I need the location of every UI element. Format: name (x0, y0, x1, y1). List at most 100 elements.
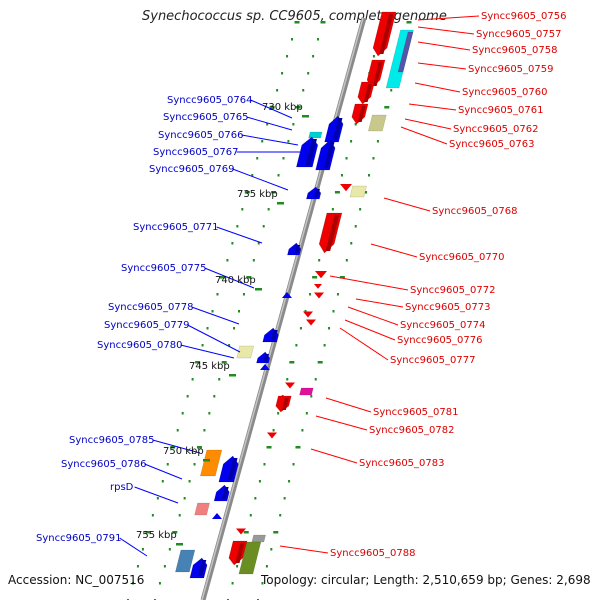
gene-label-reverse[interactable]: Syncc9605_0763 (449, 139, 535, 150)
gene-0788-box[interactable] (251, 534, 266, 543)
gene-0771-arrow[interactable] (287, 242, 302, 256)
gene-0786-arrow-shade (227, 458, 238, 480)
gene-0782-arrow[interactable] (274, 395, 292, 413)
gene-0786-arrow[interactable] (218, 455, 240, 483)
gene-0781-box[interactable] (299, 387, 314, 396)
gene-label-forward[interactable]: Syncc9605_0767 (153, 147, 239, 158)
gene-0791-box[interactable] (175, 549, 196, 573)
tick-mark (262, 225, 265, 228)
tick-mark (166, 463, 169, 466)
gene-label-forward[interactable]: Syncc9605_0775 (121, 263, 207, 274)
gene-0763-arrow[interactable] (350, 103, 369, 125)
gene-0782-arrow-shade (281, 398, 289, 410)
rpsD-box[interactable] (194, 502, 210, 516)
gene-label-reverse[interactable]: Syncc9605_0761 (458, 105, 544, 116)
gene-label-reverse[interactable]: Syncc9605_0762 (453, 124, 539, 135)
gene-0777-arrow[interactable] (306, 319, 316, 326)
gene-label-reverse[interactable]: Syncc9605_0777 (390, 355, 476, 366)
gene-0764-arrow[interactable] (324, 115, 345, 143)
gene-0768-box[interactable] (349, 185, 367, 198)
gene-0783-arrow[interactable] (267, 432, 277, 439)
gene-0788-green[interactable] (238, 541, 262, 575)
gene-label-reverse[interactable]: Syncc9605_0783 (359, 458, 445, 469)
gene-label-reverse[interactable]: Syncc9605_0781 (373, 407, 459, 418)
gene-0769-arrow[interactable] (306, 186, 322, 200)
leader-line-forward (180, 344, 235, 359)
gene-0770-arrow[interactable] (317, 212, 343, 254)
gene-label-forward[interactable]: Syncc9605_0765 (163, 112, 249, 123)
rpsD-small-arrow[interactable] (212, 513, 222, 519)
gene-label-forward[interactable]: rpsD (110, 482, 134, 493)
leader-line-reverse (408, 103, 457, 111)
gene-label-reverse[interactable]: Syncc9605_0757 (476, 29, 562, 40)
tick-mark (256, 157, 259, 160)
gene-label-forward[interactable]: Syncc9605_0786 (61, 459, 147, 470)
topology-text: Topology: circular; Length: 2,510,659 bp… (261, 573, 591, 587)
gene-0788-arrow[interactable] (227, 540, 248, 566)
gene-0759-arrow[interactable] (365, 59, 386, 89)
gene-0758-inner[interactable] (397, 31, 414, 73)
gene-label-forward[interactable]: Syncc9605_0779 (104, 320, 190, 331)
leader-line-forward (119, 537, 148, 557)
gene-label-reverse[interactable]: Syncc9605_0756 (481, 11, 567, 22)
tick-mark (323, 344, 326, 347)
gene-label-reverse[interactable]: Syncc9605_0773 (405, 302, 491, 313)
gene-0785-box[interactable] (200, 449, 223, 477)
gene-0766-arrow[interactable] (296, 136, 319, 168)
gene-0773-arrow[interactable] (314, 284, 322, 289)
gene-label-forward[interactable]: Syncc9605_0764 (167, 95, 253, 106)
gene-label-forward[interactable]: Syncc9605_0791 (36, 533, 122, 544)
tick-mark (345, 259, 348, 262)
gene-label-forward[interactable]: Syncc9605_0780 (97, 340, 183, 351)
gene-0779-box[interactable] (236, 345, 255, 359)
gene-0756-arrow[interactable] (371, 11, 397, 57)
tick-mark (242, 293, 245, 296)
gene-label-reverse[interactable]: Syncc9605_0759 (468, 64, 554, 75)
gene-label-reverse[interactable]: Syncc9605_0782 (369, 425, 455, 436)
gene-0767-arrow[interactable] (315, 139, 337, 171)
gene-label-reverse[interactable]: Syncc9605_0770 (419, 252, 505, 263)
gene-0772-arrow[interactable] (315, 271, 327, 279)
tick-mark (390, 89, 393, 92)
tick-mark (145, 531, 151, 534)
gene-0774-arrow[interactable] (314, 292, 324, 299)
leader-line-reverse (414, 82, 461, 93)
gene-label-reverse[interactable]: Syncc9605_0760 (462, 87, 548, 98)
leader-line-forward (232, 168, 289, 191)
gene-label-forward[interactable]: Syncc9605_0766 (158, 130, 244, 141)
gene-0769-arrow-shape[interactable] (306, 186, 322, 200)
leader-line-forward (204, 267, 255, 289)
gene-0780-arrow[interactable] (256, 351, 271, 364)
gene-label-reverse[interactable]: Syncc9605_0788 (330, 548, 416, 559)
gene-label-reverse[interactable]: Syncc9605_0768 (432, 206, 518, 217)
tick-mark (310, 395, 313, 398)
tick-mark (332, 310, 335, 313)
gene-0780b-arrow[interactable] (260, 364, 270, 370)
gene-0775-arrow[interactable] (282, 292, 292, 298)
gene-label-forward[interactable]: Syncc9605_0785 (69, 435, 155, 446)
tick-mark (295, 344, 298, 347)
tick-mark (191, 378, 194, 381)
tick-mark (211, 310, 214, 313)
tick-mark (271, 191, 277, 194)
gene-label-forward[interactable]: Syncc9605_0769 (149, 164, 235, 175)
rpsD-arrow[interactable] (213, 484, 231, 502)
gene-label-reverse[interactable]: Syncc9605_0758 (472, 45, 558, 56)
gene-0788-arrow-a[interactable] (236, 528, 246, 535)
gene-0778-arrow[interactable] (262, 327, 280, 343)
gene-0776-arrow[interactable] (303, 311, 313, 318)
gene-label-forward[interactable]: Syncc9605_0771 (133, 222, 219, 233)
gene-0766-cyan[interactable] (308, 131, 323, 139)
gene-0791-arrow[interactable] (189, 557, 209, 579)
gene-0768-arrow[interactable] (340, 184, 352, 192)
gene-0761-arrow[interactable] (356, 81, 375, 105)
gene-label-reverse[interactable]: Syncc9605_0774 (400, 320, 486, 331)
gene-label-reverse[interactable]: Syncc9605_0776 (397, 335, 483, 346)
leader-line-reverse (329, 275, 409, 291)
gene-0781-arrow[interactable] (285, 382, 295, 389)
gene-label-reverse[interactable]: Syncc9605_0772 (410, 285, 496, 296)
gene-label-forward[interactable]: Syncc9605_0778 (108, 302, 194, 313)
tick-mark (254, 497, 257, 500)
gene-0762-box[interactable] (368, 114, 387, 132)
